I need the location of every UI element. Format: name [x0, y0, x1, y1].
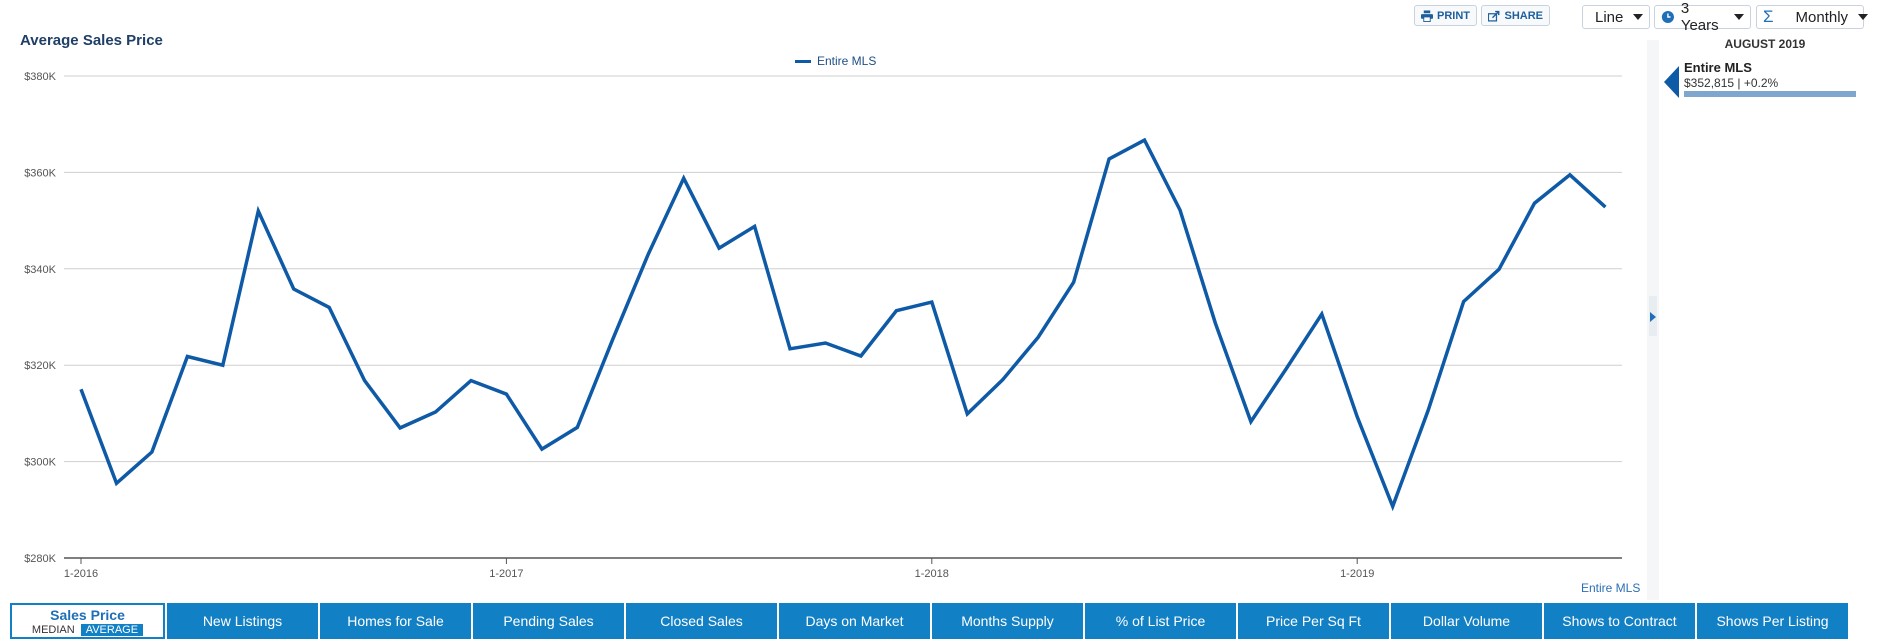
line-chart: $380K$360K$340K$320K$300K$280K 1-2016 1-2…	[24, 71, 1622, 580]
metric-tabs: Sales Price MEDIAN AVERAGE New Listings …	[10, 603, 1848, 639]
tab-sales-price[interactable]: Sales Price MEDIAN AVERAGE	[10, 603, 165, 639]
x-tick-label: 1-2017	[489, 568, 523, 580]
print-button[interactable]: PRINT	[1414, 5, 1477, 26]
x-axis: 1-2016 1-2017 1-2018 1-2019	[64, 558, 1374, 580]
sigma-icon: Σ	[1763, 7, 1774, 26]
tab-percent-of-list-price[interactable]: % of List Price	[1083, 603, 1236, 639]
chevron-down-icon	[1633, 14, 1644, 20]
chart-title: Average Sales Price	[20, 32, 163, 49]
tab-shows-per-listing[interactable]: Shows Per Listing	[1695, 603, 1848, 639]
printer-icon	[1421, 9, 1433, 22]
y-tick-label: $360K	[24, 167, 56, 179]
tab-closed-sales[interactable]: Closed Sales	[624, 603, 777, 639]
print-label: PRINT	[1437, 9, 1470, 22]
share-label: SHARE	[1504, 9, 1543, 22]
share-button[interactable]: SHARE	[1481, 5, 1550, 26]
tab-dollar-volume[interactable]: Dollar Volume	[1389, 603, 1542, 639]
chart-type-select[interactable]: Line	[1582, 5, 1650, 29]
tab-months-supply[interactable]: Months Supply	[930, 603, 1083, 639]
panel-date: AUGUST 2019	[1724, 37, 1806, 51]
median-toggle[interactable]: MEDIAN	[31, 623, 75, 636]
x-tick-label: 1-2016	[64, 568, 98, 580]
tab-days-on-market[interactable]: Days on Market	[777, 603, 930, 639]
chevron-down-icon	[1858, 14, 1869, 20]
y-tick-label: $340K	[24, 264, 56, 276]
tab-price-per-sq-ft[interactable]: Price Per Sq Ft	[1236, 603, 1389, 639]
average-toggle[interactable]: AVERAGE	[80, 623, 144, 636]
tab-label: Sales Price	[50, 606, 125, 623]
clock-icon	[1661, 10, 1674, 24]
y-axis: $380K $360K $340K $320K $300K $280K	[24, 71, 56, 565]
interval-value: Monthly	[1795, 8, 1849, 26]
y-tick-label: $280K	[24, 553, 56, 565]
panel-series-value: $352,815 | +0.2%	[1684, 76, 1779, 90]
series-lines	[79, 137, 1607, 512]
chevron-down-icon	[1734, 14, 1744, 20]
tab-new-listings[interactable]: New Listings	[165, 603, 318, 639]
range-value: 3 Years	[1680, 0, 1719, 34]
y-tick-label: $380K	[24, 71, 56, 83]
panel-series-name: Entire MLS	[1684, 60, 1752, 75]
range-select[interactable]: 3 Years	[1654, 0, 1751, 34]
tab-pending-sales[interactable]: Pending Sales	[471, 603, 624, 639]
x-tick-label: 1-2018	[915, 568, 949, 580]
series-line	[79, 137, 1607, 512]
x-tick-label: 1-2019	[1340, 568, 1374, 580]
panel-series-bar	[1684, 91, 1856, 97]
legend-label: Entire MLS	[817, 54, 877, 68]
series-footer-label: Entire MLS	[1581, 581, 1641, 595]
chevron-right-icon[interactable]	[1650, 312, 1656, 322]
panel-series-marker	[1664, 66, 1679, 98]
chart-type-value: Line	[1595, 8, 1624, 26]
tab-shows-to-contract[interactable]: Shows to Contract	[1542, 603, 1695, 639]
y-tick-label: $300K	[24, 457, 56, 469]
y-tick-label: $320K	[24, 360, 56, 372]
chart-grid	[64, 75, 1622, 559]
interval-select[interactable]: Σ Monthly	[1756, 5, 1869, 29]
share-icon	[1488, 10, 1500, 22]
tab-homes-for-sale[interactable]: Homes for Sale	[318, 603, 471, 639]
chart-legend[interactable]: Entire MLS	[795, 54, 876, 68]
legend-swatch	[795, 59, 811, 63]
